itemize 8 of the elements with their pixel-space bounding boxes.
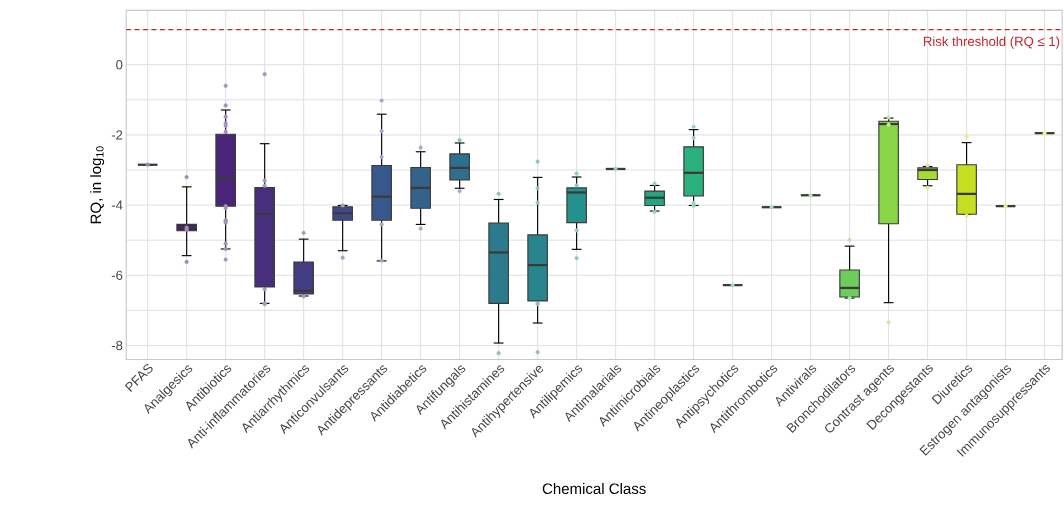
- y-tick-label: 0: [116, 60, 123, 70]
- y-tick-label: -4: [111, 200, 123, 210]
- x-axis-title: Chemical Class: [542, 483, 646, 495]
- y-tick-label: -6: [111, 270, 123, 280]
- y-axis-title: RQ, in log$_{10}$: [90, 146, 105, 224]
- y-tick-label: -8: [111, 340, 123, 351]
- y-tick-label: -2: [111, 130, 123, 140]
- ref-line-label: Risk threshold (RQ ≤ 1): [923, 36, 1060, 49]
